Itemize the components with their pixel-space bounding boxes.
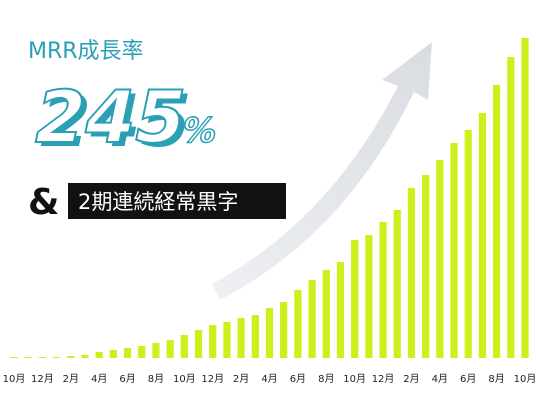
bar [478, 113, 487, 358]
bar [52, 357, 61, 358]
bar [166, 340, 174, 358]
bar [67, 356, 75, 358]
headline-unit: % [178, 111, 220, 151]
bar [308, 280, 316, 358]
chart-title: MRR成長率 [28, 39, 144, 64]
x-tick-label: 12月 [201, 373, 224, 385]
bar [493, 85, 501, 358]
bar [209, 325, 217, 358]
headline: 245 245 % [25, 75, 221, 164]
bar [322, 270, 330, 358]
bar [194, 330, 203, 358]
x-tick-label: 12月 [372, 373, 395, 385]
x-tick-label: 8月 [318, 373, 334, 385]
bar [450, 143, 458, 358]
bar [280, 302, 288, 358]
x-tick-label: 12月 [31, 373, 54, 385]
bar [138, 346, 146, 358]
bar [180, 335, 188, 358]
x-tick-label: 4月 [432, 373, 448, 385]
bar [81, 355, 89, 358]
bar [422, 175, 430, 358]
x-tick-label: 4月 [261, 373, 277, 385]
bar [379, 222, 387, 358]
connector: & [28, 182, 59, 223]
x-tick-label: 6月 [460, 373, 476, 385]
bar [351, 240, 359, 358]
growth-arrow [212, 42, 432, 300]
bar [393, 210, 401, 358]
x-tick-label: 10月 [3, 373, 26, 385]
x-tick-label: 2月 [233, 373, 249, 385]
bar [521, 38, 529, 358]
badge-text: 2期連続経常黒字 [78, 190, 238, 214]
bar [24, 357, 32, 358]
bar [464, 130, 472, 358]
bar [365, 235, 373, 358]
headline-shadow: 245 [31, 80, 199, 164]
bar [223, 322, 231, 358]
x-tick-label: 10月 [173, 373, 196, 385]
bar [10, 357, 18, 358]
x-tick-label: 8月 [148, 373, 164, 385]
bar [152, 343, 160, 358]
bar [265, 308, 274, 358]
bar [436, 160, 444, 358]
x-tick-label: 6月 [119, 373, 135, 385]
x-tick-label: 10月 [343, 373, 366, 385]
headline-number: 245 [26, 76, 194, 160]
bar [123, 348, 132, 358]
bar [336, 262, 345, 358]
bar [294, 290, 302, 358]
x-tick-label: 6月 [290, 373, 306, 385]
x-tick-label: 2月 [403, 373, 419, 385]
bars [10, 38, 529, 358]
bar [251, 315, 259, 358]
badge-box [68, 183, 286, 219]
bar [407, 188, 416, 358]
bar [109, 350, 117, 358]
bar [95, 352, 103, 358]
x-tick-label: 2月 [63, 373, 79, 385]
x-tick-label: 4月 [91, 373, 107, 385]
bar [38, 357, 46, 358]
x-tick-label: 10月 [514, 373, 536, 385]
bar [507, 57, 515, 358]
bar [237, 318, 245, 358]
x-tick-label: 8月 [488, 373, 504, 385]
